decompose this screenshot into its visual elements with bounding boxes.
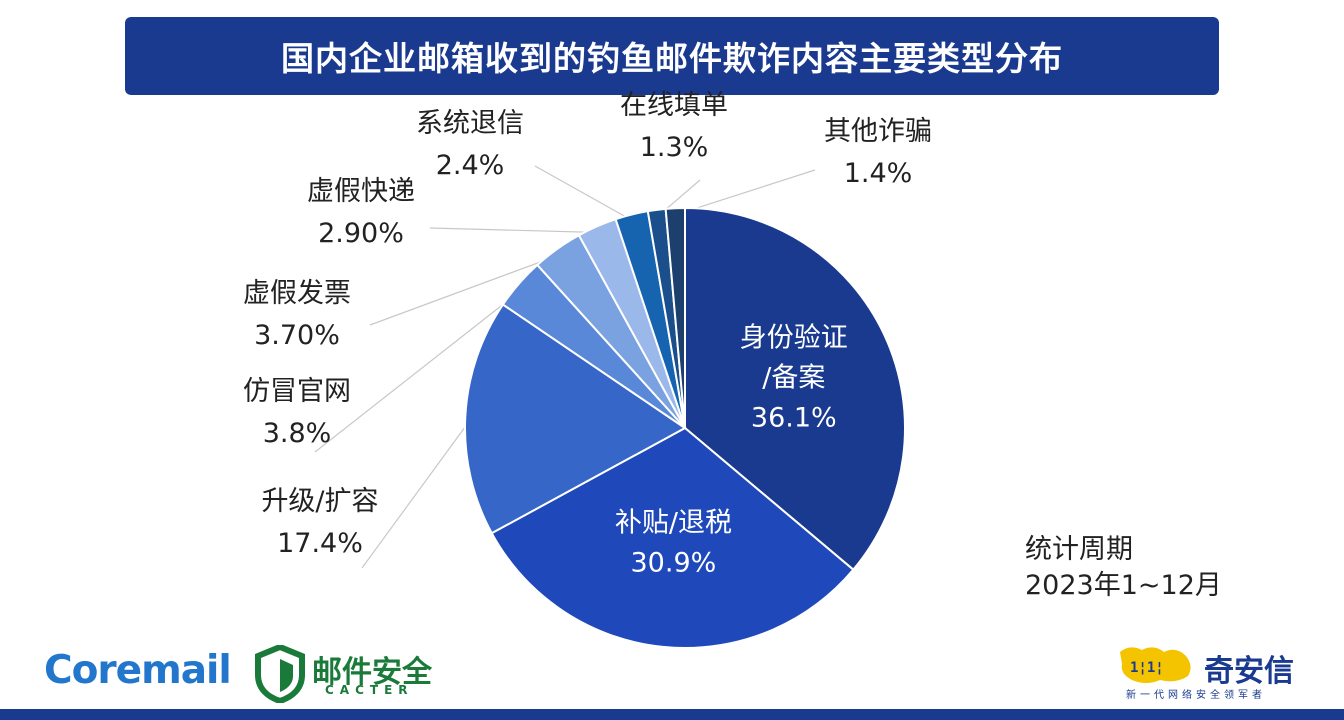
slice-category-label: 虚假发票 [243, 278, 351, 309]
leader-line [369, 253, 562, 326]
slice-value-label: 17.4% [277, 528, 363, 559]
pie-slice [684, 206, 906, 572]
pie-slice [464, 303, 687, 535]
qianxin-mark-icon: 1¦1¦ [1120, 647, 1191, 683]
shield-icon [255, 645, 305, 703]
statistics-period: 统计周期 2023年1~12月 [1025, 532, 1222, 604]
leader-line [675, 169, 816, 216]
slice-category-label: 升级/扩容 [261, 486, 378, 517]
slice-value-label: 30.9% [631, 547, 717, 578]
bottom-bar [0, 709, 1344, 720]
slice-category-label: 系统退信 [416, 108, 524, 139]
title-banner: 国内企业邮箱收到的钓鱼邮件欺诈内容主要类型分布 [125, 17, 1219, 95]
slice-value-label: 3.8% [263, 418, 332, 449]
leader-lines [314, 165, 816, 569]
leader-line [361, 417, 473, 569]
slice-category-label: 在线填单 [620, 90, 728, 121]
slice-labels: 身份验证/备案 36.1% 补贴/退税 30.9% 升级/扩容 17.4% 仿冒官网 3.8%… [243, 90, 932, 578]
cacter-sub: CACTER [325, 683, 414, 697]
slice-value-label: 1.4% [844, 158, 913, 189]
slice-value-label: 2.4% [436, 150, 505, 181]
cacter-name: 邮件安全 [312, 655, 432, 690]
leader-line [429, 227, 600, 234]
slice-category-label: 身份验证 [740, 322, 848, 353]
slice-value-label: 36.1% [751, 402, 837, 433]
svg-text:1¦1¦: 1¦1¦ [1130, 660, 1164, 676]
period-label: 统计周期 [1025, 534, 1133, 565]
slice-category-label: 虚假快递 [307, 176, 415, 207]
qianxin-name: 奇安信 [1204, 654, 1294, 689]
qianxin-slogan: 新一代网络安全领军者 [1126, 690, 1266, 701]
chart-title: 国内企业邮箱收到的钓鱼邮件欺诈内容主要类型分布 [281, 39, 1063, 78]
qianxin-logo: 1¦1¦ 奇安信 新一代网络安全领军者 [1116, 640, 1316, 704]
slice-value-label: 3.70% [254, 320, 340, 351]
slice-category-label: 其他诈骗 [824, 116, 932, 147]
pie-slice [664, 206, 686, 429]
slice-category-label: /备案 [762, 362, 825, 393]
pie-slices [464, 206, 906, 649]
slice-value-label: 1.3% [640, 132, 709, 163]
pie-slice [490, 426, 855, 649]
leader-line [534, 165, 634, 222]
slice-value-label: 2.90% [318, 218, 404, 249]
cacter-logo: 邮件安全 CACTER [255, 643, 445, 703]
slice-category-label: 仿冒官网 [243, 376, 351, 407]
coremail-logo: Coremail [44, 648, 232, 693]
leader-line [314, 287, 525, 453]
slice-category-label: 补贴/退税 [615, 507, 732, 538]
period-range: 2023年1~12月 [1025, 570, 1222, 601]
